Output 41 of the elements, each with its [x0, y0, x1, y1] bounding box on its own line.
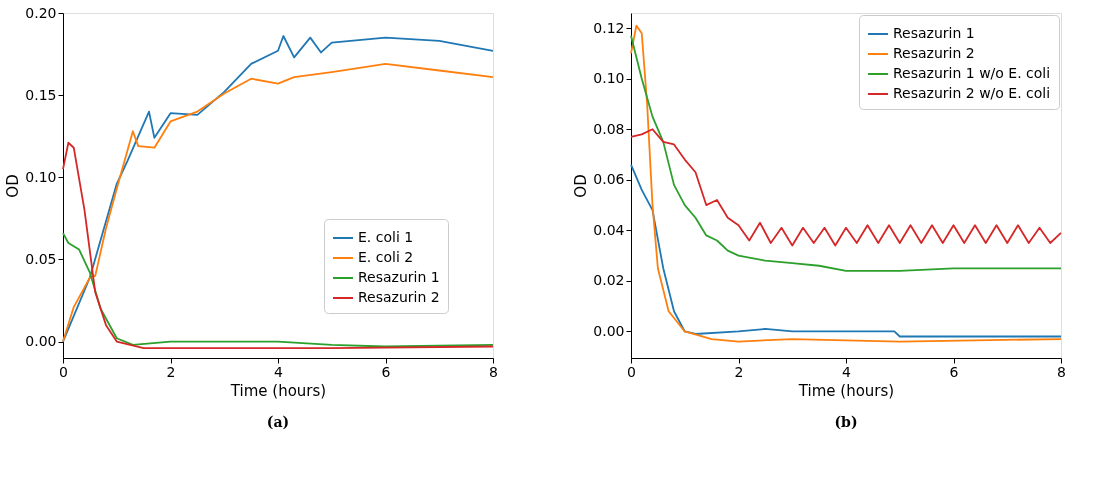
legend-label: Resazurin 2	[893, 45, 975, 61]
x-tick-label: 8	[489, 363, 498, 380]
line-series	[62, 141, 494, 350]
x-tick-label: 4	[842, 363, 852, 380]
legend-label: Resazurin 2 w/o E. coli	[893, 85, 1051, 101]
text: (b)	[834, 414, 858, 430]
legend-label: Resazurin 1 w/o E. coli	[893, 65, 1051, 81]
x-tick-label: 0	[59, 363, 68, 380]
legend-label: E. coli 2	[358, 249, 414, 265]
y-tick-label: 0.08	[593, 120, 625, 137]
y-tick-label: 0.10	[25, 168, 57, 185]
line-series	[62, 232, 494, 348]
y-tick-label: 0.00	[593, 322, 625, 339]
y-tick-label: 0.20	[25, 4, 57, 21]
y-tick-label: 0.02	[593, 272, 625, 289]
line-series	[630, 128, 1062, 247]
line-series	[630, 163, 1062, 338]
y-axis-title: OD	[4, 174, 23, 198]
y-tick-label: 0.15	[25, 86, 57, 103]
x-tick-label: 8	[1057, 363, 1066, 380]
x-axis-title: Time (hours)	[229, 381, 327, 400]
text: (a)	[266, 414, 290, 430]
x-tick-label: 0	[627, 363, 636, 380]
x-tick-label: 6	[381, 363, 391, 380]
y-tick-label: 0.04	[593, 221, 625, 238]
legend-label: E. coli 1	[358, 229, 414, 245]
y-axis-title: OD	[572, 174, 591, 198]
legend-label: Resazurin 1	[358, 269, 440, 285]
line-series	[630, 24, 1062, 343]
x-tick-label: 6	[949, 363, 959, 380]
y-tick-label: 0.06	[593, 171, 625, 188]
y-tick-label: 0.12	[593, 19, 625, 36]
legend-label: Resazurin 2	[358, 289, 440, 305]
y-tick-label: 0.00	[25, 333, 57, 350]
y-tick-label: 0.10	[593, 70, 625, 87]
legend-label: Resazurin 1	[893, 25, 975, 41]
x-tick-label: 4	[274, 363, 284, 380]
y-tick-label: 0.05	[25, 250, 57, 267]
x-tick-label: 2	[166, 363, 176, 380]
x-tick-label: 2	[734, 363, 744, 380]
x-axis-title: Time (hours)	[797, 381, 895, 400]
